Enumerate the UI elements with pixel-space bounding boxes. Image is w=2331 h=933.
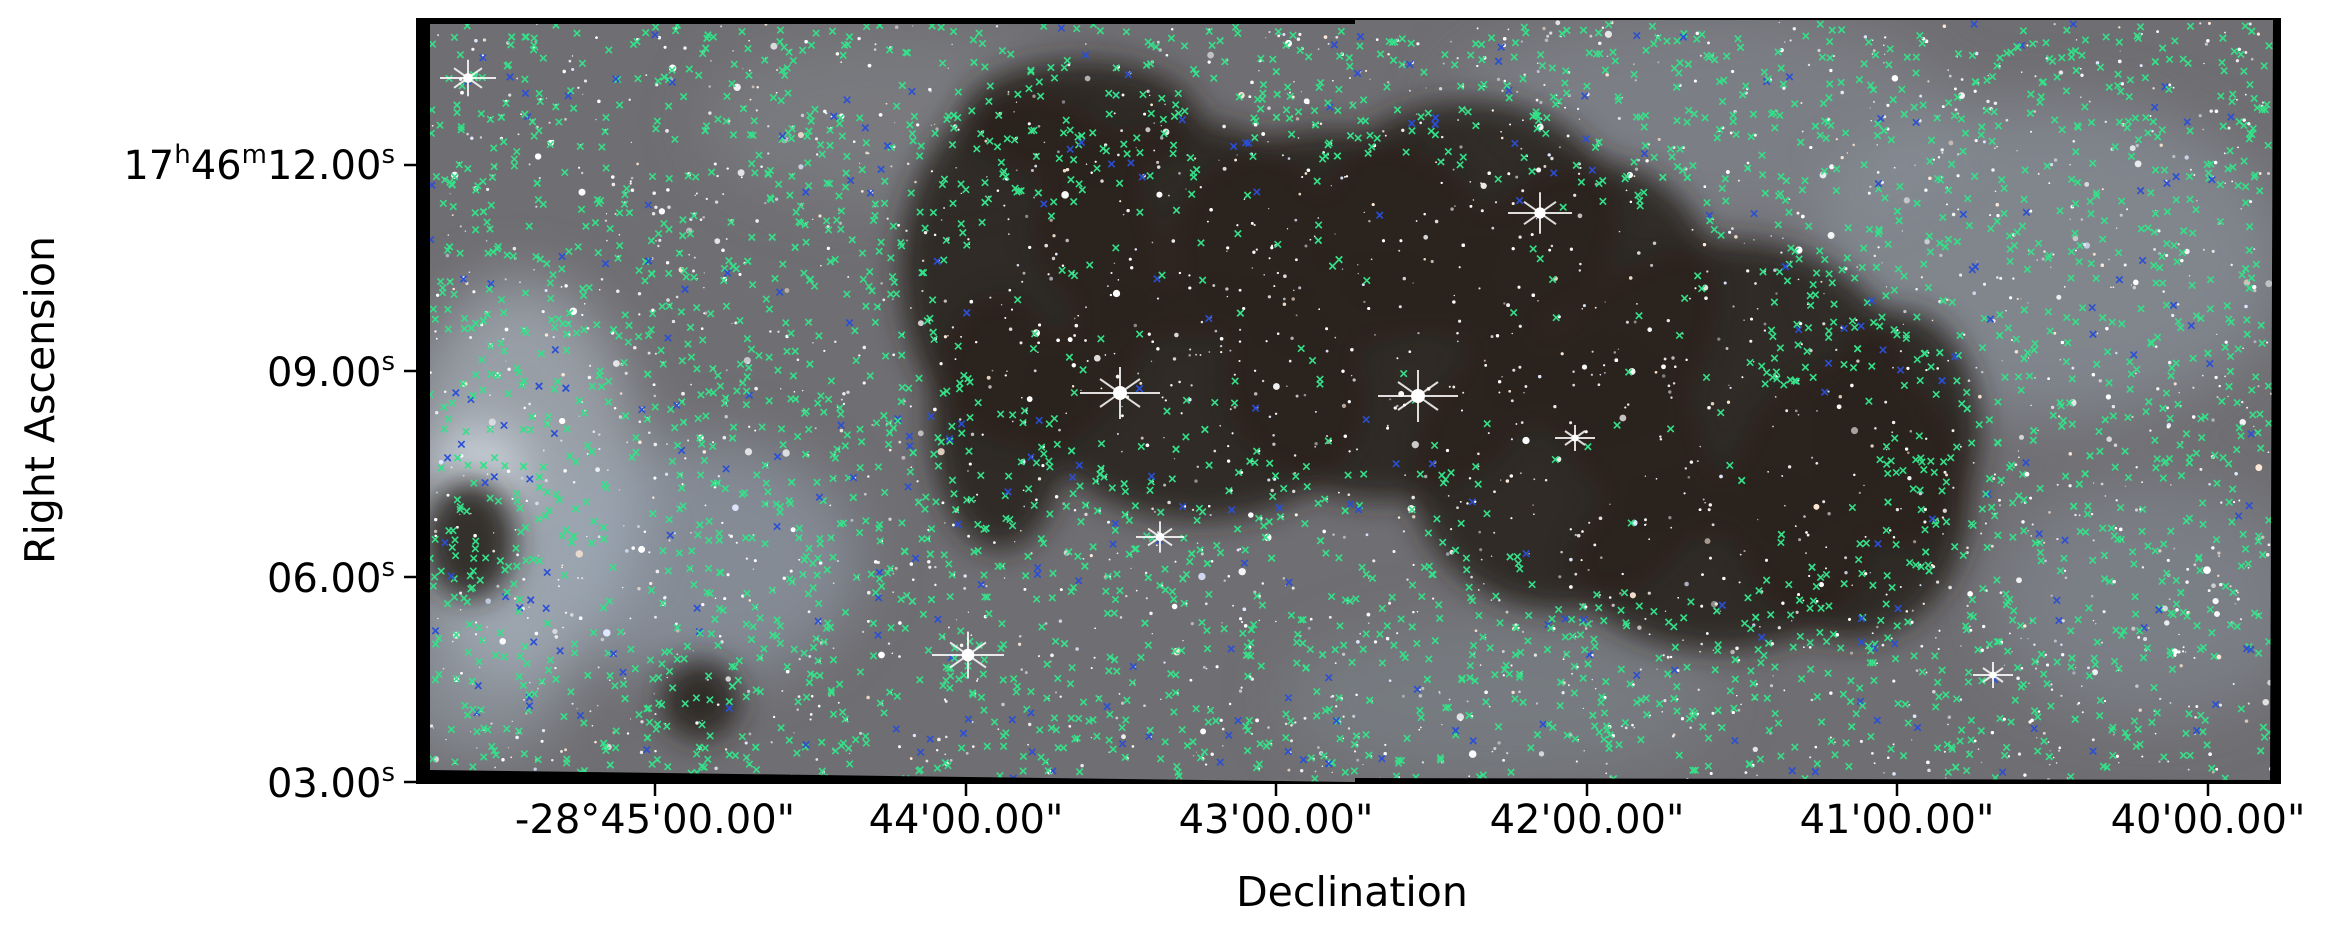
y-axis-label: Right Ascension — [16, 236, 64, 564]
y-tick-label-2: 09.00s — [266, 347, 395, 396]
x-tick-label-4: 42'00.00" — [1489, 797, 1685, 843]
y-tick-label-4: 03.00s — [266, 758, 395, 807]
x-tick-label-2: 44'00.00" — [868, 797, 1064, 843]
image-content — [430, 20, 2273, 782]
y-tick-label-1: 17h46m12.00s — [123, 140, 395, 189]
x-tick-label-3: 43'00.00" — [1178, 797, 1374, 843]
x-tick-label-1: -28°45'00.00" — [514, 797, 796, 843]
x-tick-label-6: 40'00.00" — [2110, 797, 2306, 843]
y-tick-label-3: 06.00s — [266, 553, 395, 602]
x-axis-label: Declination — [1236, 868, 1468, 916]
x-tick-label-5: 41'00.00" — [1799, 797, 1995, 843]
